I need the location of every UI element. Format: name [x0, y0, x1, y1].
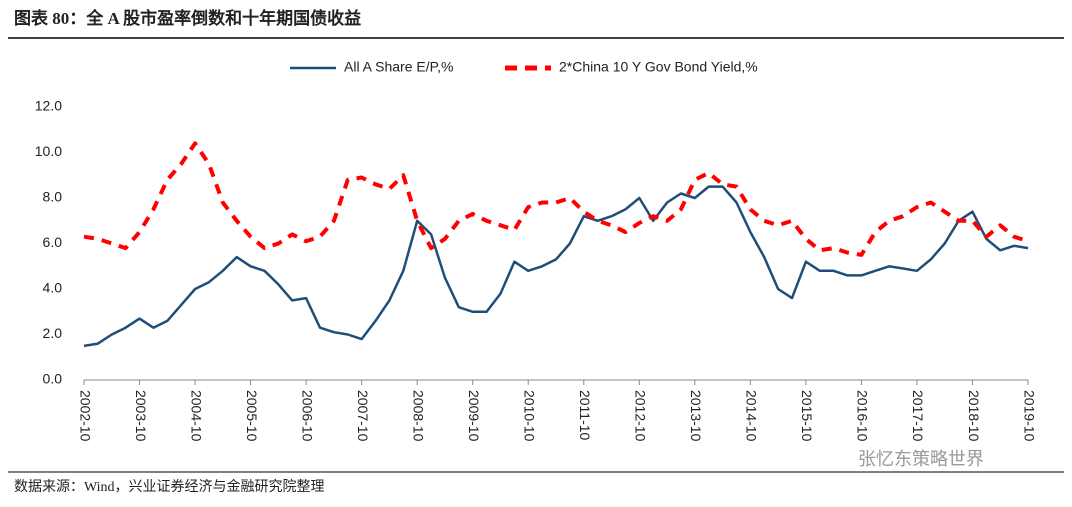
x-tick-label: 2007-10	[355, 390, 371, 442]
x-tick-label: 2012-10	[633, 390, 649, 442]
x-tick-label: 2003-10	[133, 390, 149, 442]
watermark: 张忆东策略世界	[858, 449, 984, 469]
y-tick-label: 0.0	[43, 371, 63, 387]
chart-title: 图表 80：全 A 股市盈率倒数和十年期国债收益	[14, 8, 361, 28]
y-tick-label: 6.0	[43, 234, 63, 250]
legend-label: All A Share E/P,%	[344, 59, 453, 75]
x-tick-label: 2017-10	[910, 390, 926, 442]
y-tick-label: 12.0	[35, 98, 62, 114]
x-tick-label: 2019-10	[1021, 390, 1037, 442]
y-tick-label: 8.0	[43, 189, 63, 205]
x-tick-label: 2016-10	[855, 390, 871, 442]
y-tick-label: 4.0	[43, 280, 63, 296]
legend-label: 2*China 10 Y Gov Bond Yield,%	[559, 59, 758, 75]
y-tick-label: 10.0	[35, 143, 62, 159]
x-tick-label: 2005-10	[244, 390, 260, 442]
x-tick-label: 2006-10	[299, 390, 315, 442]
x-tick-label: 2018-10	[966, 390, 982, 442]
x-tick-label: 2013-10	[688, 390, 704, 442]
series-line	[83, 185, 1029, 348]
x-tick-label: 2010-10	[522, 390, 538, 442]
x-tick-label: 2002-10	[77, 390, 93, 442]
series-line	[83, 141, 1029, 257]
x-tick-label: 2009-10	[466, 390, 482, 442]
source-note: 数据来源：Wind，兴业证券经济与金融研究院整理	[14, 479, 325, 495]
x-tick-label: 2008-10	[410, 390, 426, 442]
x-tick-label: 2014-10	[744, 390, 760, 442]
y-tick-label: 2.0	[43, 325, 63, 341]
x-tick-label: 2004-10	[188, 390, 204, 442]
x-tick-label: 2015-10	[799, 390, 815, 442]
x-tick-label: 2011-10	[577, 390, 593, 441]
